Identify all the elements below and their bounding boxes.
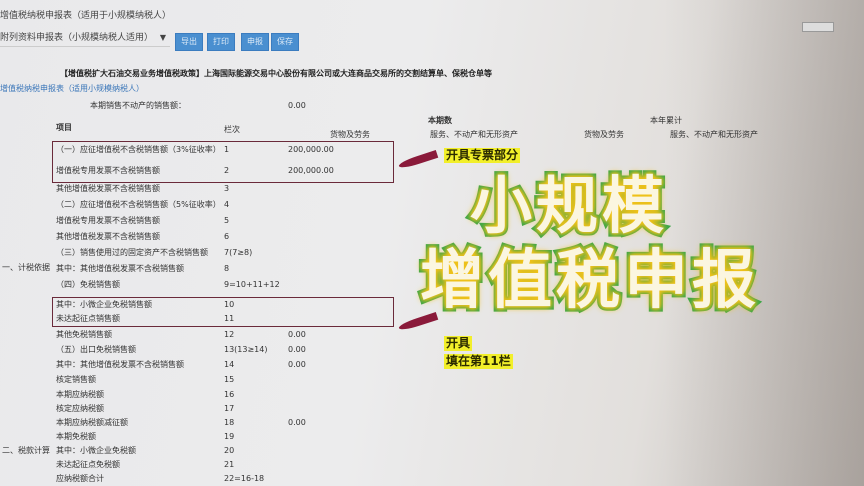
export-button[interactable]: 导出 <box>175 33 203 51</box>
row-number: 20 <box>224 446 235 455</box>
row-value[interactable]: 200,000.00 <box>288 166 334 175</box>
policy-notice[interactable]: 【增值税扩大石油交易业务增值税政策】上海国际能源交易中心股份有限公司或大连商品交… <box>60 69 492 78</box>
row-label: 其中：其他增值税发票不含税销售额 <box>56 360 184 369</box>
row-number: 16 <box>224 390 235 399</box>
row-number: 21 <box>224 460 235 469</box>
row-label: 其中：其他增值税发票不含税销售额 <box>56 264 184 273</box>
row-number: 10 <box>224 300 235 309</box>
save-button[interactable]: 保存 <box>271 33 299 51</box>
annotation-issue: 开具 <box>444 336 473 351</box>
section-tax-basis: 一、计税依据 <box>2 263 50 272</box>
row-value[interactable]: 0.00 <box>288 360 306 369</box>
row-number: 2 <box>224 166 230 175</box>
section-tax-calc: 二、税款计算 <box>2 446 50 455</box>
row-number: 13(13≥14) <box>224 345 268 354</box>
row-label: 其他增值税发票不含税销售额 <box>56 232 160 241</box>
highlight-box-special-invoice <box>52 141 394 183</box>
row-label: 其中：小微企业免税销售额 <box>56 300 152 309</box>
header-services-ytd: 服务、不动产和无形资产 <box>670 130 758 139</box>
print-button[interactable]: 打印 <box>207 33 235 51</box>
row-label: 本期免税额 <box>56 432 96 441</box>
row-label: （四）免税销售额 <box>56 280 120 289</box>
row-number: 7(7≥8) <box>224 248 253 257</box>
row-label: 核定应纳税额 <box>56 404 104 413</box>
overlay-title-line2: 增值税申报 <box>417 242 760 320</box>
form-subtitle-link[interactable]: 增值税纳税申报表（适用小规模纳税人） <box>0 84 144 93</box>
row-value[interactable]: 0.00 <box>288 345 306 354</box>
header-goods: 货物及劳务 <box>330 130 370 139</box>
header-ytd: 本年累计 <box>650 116 682 125</box>
row-label: 其中：小微企业免税额 <box>56 446 136 455</box>
row-label: （二）应征增值税不含税销售额（5%征收率） <box>56 200 221 209</box>
annotation-special-invoice: 开具专票部分 <box>444 148 521 163</box>
row-number: 9=10+11+12 <box>224 280 280 289</box>
row-number: 22=16-18 <box>224 474 265 483</box>
row-number: 15 <box>224 375 235 384</box>
row-number: 4 <box>224 200 230 209</box>
realestate-label: 本期销售不动产的销售额： <box>90 101 186 110</box>
row-number: 8 <box>224 264 230 273</box>
header-goods-ytd: 货物及劳务 <box>584 130 624 139</box>
row-label: 本期应纳税额 <box>56 390 104 399</box>
row-number: 3 <box>224 184 230 193</box>
row-value[interactable]: 0.00 <box>288 418 306 427</box>
row-label: （一）应征增值税不含税销售额（3%征收率） <box>56 145 221 154</box>
annotation-fill-row11: 填在第11栏 <box>444 354 513 369</box>
declare-button[interactable]: 申报 <box>241 33 269 51</box>
row-label: （五）出口免税销售额 <box>56 345 136 354</box>
row-number: 12 <box>224 330 235 339</box>
header-item: 项目 <box>56 123 72 132</box>
row-label: 其他免税销售额 <box>56 330 112 339</box>
row-label: 未达起征点销售额 <box>56 314 120 323</box>
arrow-icon <box>397 150 439 170</box>
screen-shading <box>664 0 864 486</box>
form-select-value: 附列资料申报表（小规模纳税人适用） <box>0 33 154 43</box>
form-select[interactable]: 附列资料申报表（小规模纳税人适用） ▼ <box>0 30 170 47</box>
row-number: 14 <box>224 360 235 369</box>
row-number: 1 <box>224 145 230 154</box>
row-label: 本期应纳税额减征额 <box>56 418 128 427</box>
row-label: 未达起征点免税额 <box>56 460 120 469</box>
row-number: 17 <box>224 404 235 413</box>
row-number: 6 <box>224 232 230 241</box>
row-label: 核定销售额 <box>56 375 96 384</box>
row-value[interactable]: 200,000.00 <box>288 145 334 154</box>
row-number: 5 <box>224 216 230 225</box>
window-control[interactable] <box>802 22 834 32</box>
row-number: 18 <box>224 418 235 427</box>
row-number: 11 <box>224 314 235 323</box>
row-number: 19 <box>224 432 235 441</box>
row-label: 增值税专用发票不含税销售额 <box>56 216 160 225</box>
realestate-value: 0.00 <box>288 101 306 110</box>
row-label: 其他增值税发票不含税销售额 <box>56 184 160 193</box>
header-services: 服务、不动产和无形资产 <box>430 130 518 139</box>
chevron-down-icon: ▼ <box>159 33 166 42</box>
header-line: 栏次 <box>224 125 240 134</box>
overlay-title-line1: 小规模 <box>466 168 669 243</box>
window-title: 增值税纳税申报表（适用于小规模纳税人） <box>0 11 172 21</box>
row-value[interactable]: 0.00 <box>288 330 306 339</box>
row-label: （三）销售使用过的固定资产不含税销售额 <box>56 248 208 257</box>
row-label: 增值税专用发票不含税销售额 <box>56 166 160 175</box>
header-current-period: 本期数 <box>428 116 452 125</box>
highlight-box-row11 <box>52 297 394 327</box>
row-label: 应纳税额合计 <box>56 474 104 483</box>
